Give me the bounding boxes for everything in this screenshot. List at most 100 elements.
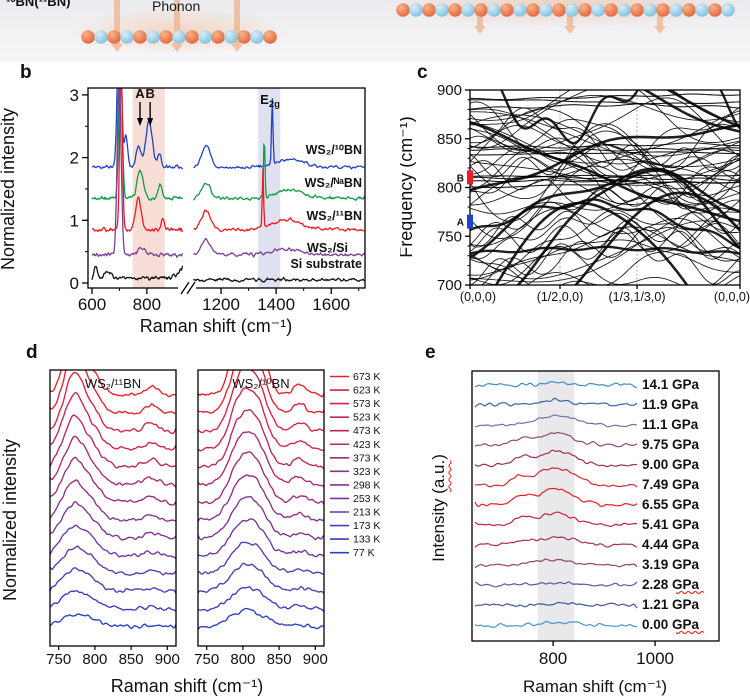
pressure-label: 9.00 GPa [642, 457, 700, 472]
panel-a-fragment: ¹⁰BN(¹¹BN) Phonon [0, 0, 750, 62]
phonon-band [470, 220, 740, 280]
phonon-band [470, 210, 740, 285]
pressure-spectrum [474, 620, 638, 629]
temperature-spectrum [50, 524, 176, 560]
spectrum-curve [91, 88, 184, 170]
boron-atom-icon [708, 3, 722, 17]
series-label: WS₂/Si [307, 241, 348, 255]
pressure-spectrum [474, 558, 638, 569]
nitrogen-atom-icon [461, 3, 475, 17]
temperature-spectrum [198, 370, 324, 434]
boron-atom-icon [237, 30, 251, 44]
boron-atom-icon [526, 3, 540, 17]
mode-marker-A [467, 214, 473, 229]
panel-e-pressure-raman: 14.1 GPa 11.9 GPa 11.1 GPa 9.75 GPa 9.00 GPa… [425, 342, 720, 696]
legend-label: 173 K [353, 520, 380, 532]
temperature-spectrum [198, 431, 324, 488]
temperature-spectrum [50, 566, 176, 594]
legend-label: 523 K [353, 412, 380, 424]
panel-a-illustration [68, 0, 748, 55]
pressure-spectrum [474, 397, 638, 408]
phonon-band [470, 209, 740, 271]
phonon-band [470, 245, 740, 285]
phonon-band [480, 223, 740, 285]
pressure-label: 6.55 GPa [642, 497, 700, 512]
peak-arrowhead [147, 118, 154, 126]
subpanel-title: WS₂/¹¹BN [85, 376, 141, 391]
temperature-spectrum [50, 479, 176, 522]
x-axis-label: Raman shift (cm⁻¹) [140, 316, 293, 336]
temperature-spectrum [198, 586, 324, 613]
phonon-band [470, 93, 740, 101]
boron-atom-icon [211, 30, 225, 44]
phonon-glow [383, 0, 748, 28]
x-tick-label: 850 [119, 651, 144, 668]
temperature-spectrum [198, 607, 324, 630]
temperature-spectrum [198, 541, 324, 575]
nitrogen-atom-icon [172, 30, 186, 44]
tspan-shape: 2g [269, 99, 280, 110]
boron-atom-icon [185, 30, 199, 44]
nitrogen-atom-icon [695, 3, 709, 17]
phonon-band [470, 226, 740, 281]
plot-frame [87, 87, 366, 289]
temperature-spectrum [198, 451, 324, 506]
pressure-spectrum [474, 601, 638, 609]
temperature-spectrum [198, 495, 324, 541]
legend-label: 373 K [353, 452, 380, 464]
series-label: WS₂/¹¹BN [306, 209, 362, 223]
spectrum-curve [193, 98, 365, 170]
y-tick-label: 800 [437, 180, 462, 197]
pressure-spectrum [474, 380, 638, 389]
x-tick-label: 1200 [202, 295, 240, 314]
temperature-spectrum [50, 370, 176, 398]
y-axis-label-group: Frequency (cm⁻¹) [400, 116, 416, 258]
spectrum-curve [193, 276, 365, 283]
phonon-band [470, 207, 740, 283]
nitrogen-atom-icon [617, 3, 631, 17]
y-tick-label: 700 [437, 277, 462, 294]
x-tick-label: 750 [194, 651, 219, 668]
boron-atom-icon [474, 3, 488, 17]
x-tick-label: 1600 [312, 295, 350, 314]
temperature-spectrum [198, 370, 324, 398]
spectrum-curve [91, 88, 184, 202]
y-tick-label: 750 [437, 228, 462, 245]
temperature-spectrum [50, 370, 176, 415]
shaded-band [537, 371, 575, 641]
boron-atom-icon [500, 3, 514, 17]
mode-marker-label: A [457, 218, 464, 229]
spellcheck-squiggle [675, 590, 705, 595]
boron-atom-icon [552, 3, 566, 17]
phonon-band [666, 90, 740, 128]
legend-label: 298 K [353, 479, 380, 491]
series-label: WS₂/ᴺᵃBN [305, 176, 362, 190]
pressure-spectrum [474, 487, 638, 508]
peak-arrowhead [137, 118, 144, 126]
series-label: WS₂/¹⁰BN [306, 143, 362, 157]
nitrogen-atom-icon [565, 3, 579, 17]
spectrum-curve [192, 142, 365, 202]
temperature-spectrum [50, 435, 176, 488]
legend-label: 573 K [353, 398, 380, 410]
pressure-spectrum [474, 414, 637, 428]
y-axis-label: Normalized intensity [0, 439, 20, 601]
shaded-band [258, 88, 281, 288]
pressure-spectrum [474, 467, 638, 488]
boron-atom-icon [448, 3, 462, 17]
pressure-label: 4.44 GPa [642, 537, 700, 552]
panel-letter-c: c [417, 62, 428, 83]
axis-break-mark [186, 281, 196, 295]
phonon-band [470, 130, 740, 204]
nitrogen-atom-icon [435, 3, 449, 17]
polygon-shape [564, 26, 576, 34]
spectrum-curve [91, 88, 184, 233]
temperature-spectrum [198, 518, 324, 558]
pressure-label: 5.41 GPa [642, 517, 700, 532]
phonon-band [526, 272, 740, 285]
temperature-spectrum [198, 370, 324, 414]
legend-label: 323 K [353, 466, 380, 478]
temperature-spectrum [198, 387, 324, 452]
pressure-label: 14.1 GPa [642, 377, 700, 392]
phonon-band [470, 208, 740, 259]
